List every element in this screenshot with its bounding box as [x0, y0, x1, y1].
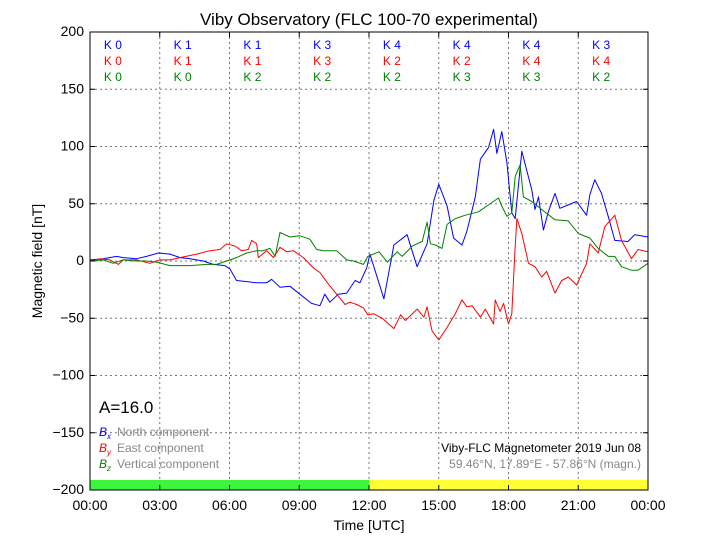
- x-tick-label: 18:00: [491, 497, 526, 513]
- k-index-north: K 1: [243, 38, 261, 52]
- k-index-north: K 4: [522, 38, 540, 52]
- y-tick-label: 0: [76, 252, 84, 268]
- y-tick-label: 50: [68, 195, 84, 211]
- legend: Bx North component By East component Bz …: [99, 425, 220, 473]
- legend-label-vertical: Vertical component: [117, 457, 220, 471]
- info-coordinates: 59.46°N, 17.89°E - 57.86°N (magn.): [449, 457, 641, 471]
- k-index-north: K 4: [383, 38, 401, 52]
- legend-entry-vertical: Bz Vertical component: [99, 457, 220, 473]
- k-index-vertical: K 0: [104, 70, 122, 84]
- k-index-vertical: K 3: [453, 70, 471, 84]
- k-index-east: K 0: [104, 54, 122, 68]
- series-line-vertical: [89, 164, 649, 271]
- k-index-vertical: K 2: [592, 70, 610, 84]
- k-index-east: K 4: [522, 54, 540, 68]
- series-line-east: [89, 214, 649, 341]
- x-tick-label: 15:00: [421, 497, 456, 513]
- k-index-vertical: K 2: [383, 70, 401, 84]
- legend-label-north: North component: [117, 425, 210, 439]
- k-index-vertical: K 2: [313, 70, 331, 84]
- x-axis-label: Time [UTC]: [333, 517, 404, 533]
- k-index-east: K 4: [592, 54, 610, 68]
- axis-ticks: −200 −150 −100 −50 0 50 100 150 200 00:00 03:00 06:…: [52, 23, 665, 513]
- legend-symbol-north: Bx: [99, 425, 112, 441]
- x-tick-label: 00:00: [630, 497, 665, 513]
- k-index-north: K 3: [313, 38, 331, 52]
- x-tick-label: 06:00: [212, 497, 247, 513]
- k-index-east: K 2: [453, 54, 471, 68]
- info-station: Viby-FLC Magnetometer 2019 Jun 08: [441, 441, 641, 455]
- grid: [90, 32, 648, 490]
- x-tick-label: 21:00: [561, 497, 596, 513]
- k-index-vertical: K 0: [174, 70, 192, 84]
- a-index: A=16.0: [99, 398, 153, 417]
- k-index-vertical: K 2: [243, 70, 261, 84]
- x-tick-label: 09:00: [282, 497, 317, 513]
- y-tick-label: −150: [52, 424, 84, 440]
- k-index-north: K 3: [592, 38, 610, 52]
- series-line-north: [89, 128, 649, 307]
- y-tick-label: −50: [60, 309, 84, 325]
- y-axis-label: Magnetic field [nT]: [29, 204, 45, 318]
- x-tick-label: 12:00: [351, 497, 386, 513]
- y-tick-label: −100: [52, 367, 84, 383]
- k-indices: K 0 K 1 K 1 K 3 K 4 K 4 K 4 K 3 K 0 K 1 K 1 K 3 K 2 K…: [104, 38, 611, 84]
- k-index-east: K 1: [243, 54, 261, 68]
- chart-title: Viby Observatory (FLC 100-70 experimenta…: [200, 10, 538, 29]
- k-index-north: K 1: [174, 38, 192, 52]
- legend-entry-north: Bx North component: [99, 425, 210, 441]
- y-tick-label: −200: [52, 481, 84, 497]
- y-tick-label: 150: [61, 80, 85, 96]
- x-tick-label: 03:00: [142, 497, 177, 513]
- legend-label-east: East component: [117, 441, 204, 455]
- k-index-north: K 0: [104, 38, 122, 52]
- k-index-east: K 2: [383, 54, 401, 68]
- y-tick-label: 100: [61, 138, 85, 154]
- k-index-east: K 1: [174, 54, 192, 68]
- plot-frame: [89, 31, 649, 491]
- legend-symbol-east: By: [99, 441, 112, 457]
- legend-symbol-vertical: Bz: [99, 457, 111, 473]
- y-tick-label: 200: [61, 23, 85, 39]
- x-tick-label: 00:00: [72, 497, 107, 513]
- legend-entry-east: By East component: [99, 441, 204, 457]
- k-index-east: K 3: [313, 54, 331, 68]
- k-index-north: K 4: [453, 38, 471, 52]
- k-index-vertical: K 3: [522, 70, 540, 84]
- series-lines: [89, 128, 649, 341]
